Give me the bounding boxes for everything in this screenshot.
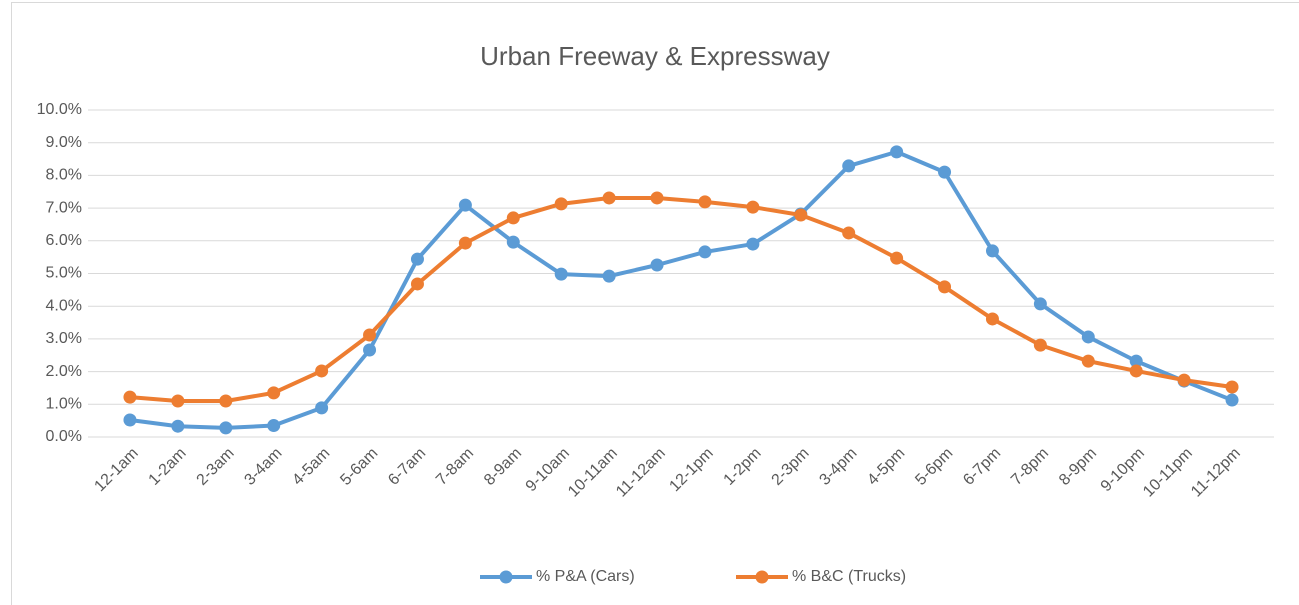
y-tick-label: 0.0%: [46, 428, 82, 445]
data-point: [171, 419, 185, 433]
data-point: [650, 191, 664, 205]
data-point: [650, 258, 664, 272]
data-point: [458, 198, 472, 212]
y-tick-label: 1.0%: [46, 396, 82, 413]
data-point: [602, 269, 616, 283]
legend-marker: [499, 570, 513, 584]
y-tick-label: 9.0%: [46, 134, 82, 151]
data-point: [554, 267, 568, 281]
y-tick-label: 8.0%: [46, 167, 82, 184]
data-point: [1033, 338, 1047, 352]
data-point: [746, 237, 760, 251]
y-tick-label: 7.0%: [46, 199, 82, 216]
data-point: [123, 413, 137, 427]
legend-label: % P&A (Cars): [536, 568, 635, 585]
data-point: [1177, 373, 1191, 387]
data-point: [363, 343, 377, 357]
data-point: [985, 312, 999, 326]
data-point: [1129, 364, 1143, 378]
data-point: [698, 245, 712, 259]
data-point: [1129, 354, 1143, 368]
series-line: [129, 149, 1233, 430]
y-tick-label: 10.0%: [37, 101, 82, 118]
data-point: [842, 159, 856, 173]
data-point: [1033, 297, 1047, 311]
data-point: [315, 364, 329, 378]
y-tick-label: 5.0%: [46, 265, 82, 282]
data-point: [1225, 380, 1239, 394]
data-point: [506, 211, 520, 225]
data-point: [794, 208, 808, 222]
chart-title: Urban Freeway & Expressway: [480, 41, 830, 71]
data-point: [842, 226, 856, 240]
data-point: [458, 236, 472, 250]
data-point: [938, 165, 952, 179]
data-point: [1081, 354, 1095, 368]
data-point: [602, 191, 616, 205]
data-point: [219, 394, 233, 408]
data-point: [746, 200, 760, 214]
y-tick-label: 4.0%: [46, 297, 82, 314]
data-point: [890, 251, 904, 265]
data-point: [363, 328, 377, 342]
legend-label: % B&C (Trucks): [792, 568, 906, 585]
data-point: [410, 277, 424, 291]
data-point: [219, 421, 233, 435]
data-point: [698, 195, 712, 209]
data-point: [554, 197, 568, 211]
series-line: [129, 195, 1233, 404]
y-tick-label: 6.0%: [46, 232, 82, 249]
y-tick-label: 2.0%: [46, 363, 82, 380]
data-point: [123, 390, 137, 404]
data-point: [410, 252, 424, 266]
data-point: [985, 244, 999, 258]
data-point: [1225, 393, 1239, 407]
data-point: [1081, 330, 1095, 344]
data-point: [938, 280, 952, 294]
data-point: [267, 386, 281, 400]
data-point: [171, 394, 185, 408]
data-point: [890, 145, 904, 159]
legend-marker: [755, 570, 769, 584]
data-point: [506, 235, 520, 249]
y-tick-label: 3.0%: [46, 330, 82, 347]
chart-frame: [11, 2, 1299, 605]
data-point: [267, 419, 281, 433]
data-point: [315, 401, 329, 415]
